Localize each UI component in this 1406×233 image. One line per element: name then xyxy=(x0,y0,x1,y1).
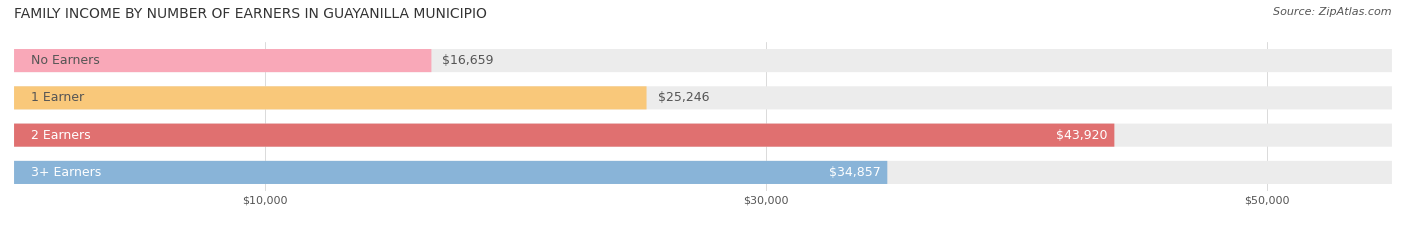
Text: 1 Earner: 1 Earner xyxy=(31,91,84,104)
Text: $25,246: $25,246 xyxy=(658,91,709,104)
Text: No Earners: No Earners xyxy=(31,54,100,67)
FancyBboxPatch shape xyxy=(14,86,647,110)
Text: $16,659: $16,659 xyxy=(443,54,494,67)
Text: 3+ Earners: 3+ Earners xyxy=(31,166,101,179)
Text: FAMILY INCOME BY NUMBER OF EARNERS IN GUAYANILLA MUNICIPIO: FAMILY INCOME BY NUMBER OF EARNERS IN GU… xyxy=(14,7,486,21)
FancyBboxPatch shape xyxy=(14,161,1392,184)
FancyBboxPatch shape xyxy=(14,86,1392,110)
Text: $43,920: $43,920 xyxy=(1056,129,1108,142)
Text: 2 Earners: 2 Earners xyxy=(31,129,90,142)
FancyBboxPatch shape xyxy=(14,123,1392,147)
Text: $34,857: $34,857 xyxy=(828,166,880,179)
Text: Source: ZipAtlas.com: Source: ZipAtlas.com xyxy=(1274,7,1392,17)
FancyBboxPatch shape xyxy=(14,161,887,184)
FancyBboxPatch shape xyxy=(14,49,432,72)
FancyBboxPatch shape xyxy=(14,49,1392,72)
FancyBboxPatch shape xyxy=(14,123,1115,147)
